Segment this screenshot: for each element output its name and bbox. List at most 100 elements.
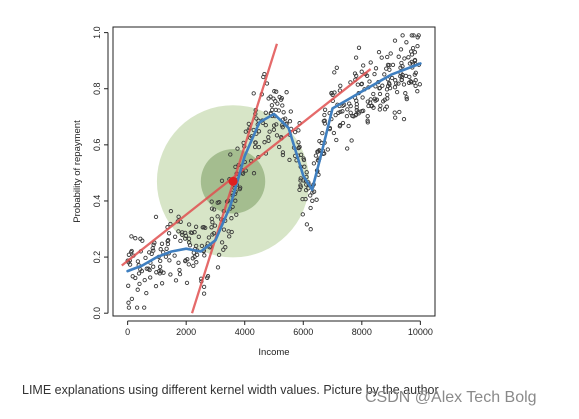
data-point	[143, 255, 148, 261]
data-point	[180, 232, 185, 237]
y-tick-label: 0.2	[92, 251, 102, 264]
x-tick-label: 0	[125, 327, 130, 337]
data-point	[233, 198, 238, 203]
data-point	[140, 238, 145, 243]
data-point	[346, 123, 351, 129]
data-point	[227, 234, 232, 239]
data-point	[167, 258, 172, 263]
data-point	[404, 95, 409, 100]
data-point	[338, 109, 343, 115]
data-point	[271, 127, 277, 132]
data-point	[404, 96, 409, 102]
data-point	[411, 33, 416, 38]
data-point	[138, 267, 143, 272]
data-point	[415, 43, 420, 49]
data-point	[376, 49, 382, 55]
data-point	[345, 107, 350, 112]
data-point	[311, 189, 317, 194]
data-point	[172, 253, 177, 258]
data-point	[300, 212, 305, 217]
data-point	[186, 236, 192, 241]
data-point	[377, 91, 383, 97]
data-point	[266, 135, 271, 140]
data-point	[148, 275, 153, 280]
data-point	[314, 197, 319, 202]
data-point	[365, 118, 370, 123]
data-point	[399, 77, 404, 83]
x-tick-label: 8000	[352, 327, 372, 337]
data-point	[396, 54, 401, 59]
data-point	[275, 101, 280, 106]
data-point	[281, 110, 286, 115]
data-point	[298, 183, 303, 188]
data-point	[256, 144, 262, 150]
data-point	[126, 305, 132, 310]
data-point	[372, 71, 377, 77]
data-point	[177, 267, 182, 273]
data-point	[417, 82, 422, 87]
data-point	[211, 207, 217, 212]
data-point	[142, 305, 147, 310]
data-point	[397, 109, 402, 115]
plot-area-frame	[112, 26, 436, 317]
data-point	[206, 235, 212, 240]
data-point	[365, 113, 370, 119]
data-point	[191, 263, 196, 269]
data-point	[403, 91, 408, 96]
data-point	[280, 103, 285, 108]
data-point	[371, 91, 376, 97]
data-point	[392, 38, 398, 43]
data-point	[315, 149, 320, 154]
data-point	[234, 212, 239, 217]
explanation-line-1	[121, 68, 372, 267]
data-point	[219, 240, 225, 245]
data-point	[389, 75, 395, 81]
data-point	[274, 89, 279, 94]
data-point	[216, 252, 222, 258]
data-point	[331, 130, 337, 136]
data-point	[340, 120, 346, 126]
data-point	[154, 270, 159, 275]
data-point	[166, 231, 172, 236]
data-point	[134, 305, 140, 310]
data-point	[136, 271, 142, 276]
data-point	[177, 271, 183, 277]
data-point	[321, 118, 326, 124]
data-point	[384, 87, 390, 92]
data-point	[159, 241, 165, 246]
data-point	[373, 66, 379, 71]
data-point	[348, 103, 353, 109]
x-axis-label: Income	[258, 347, 289, 358]
data-point	[366, 103, 371, 109]
data-point	[365, 120, 370, 125]
data-point	[416, 33, 421, 38]
data-point	[360, 95, 365, 100]
data-point	[404, 40, 409, 45]
data-point	[406, 55, 411, 60]
data-point	[144, 290, 149, 296]
data-point	[320, 130, 325, 136]
data-point	[392, 110, 397, 115]
data-point	[186, 222, 192, 227]
data-point	[367, 79, 372, 84]
data-point	[182, 236, 188, 241]
data-point	[338, 123, 343, 128]
y-tick-label: 0.0	[92, 307, 102, 320]
data-point	[372, 96, 377, 101]
data-point	[288, 109, 293, 114]
data-point	[361, 108, 366, 113]
data-point	[334, 137, 339, 143]
data-point	[322, 121, 328, 126]
data-point	[382, 72, 387, 77]
data-point	[153, 283, 159, 289]
y-axis-label: Probability of repayment	[72, 120, 83, 223]
data-point	[394, 89, 400, 95]
data-point	[403, 73, 409, 79]
data-point	[194, 252, 200, 258]
y-tick-label: 0.4	[92, 195, 102, 208]
data-point	[130, 274, 135, 279]
data-point	[304, 222, 310, 227]
data-point	[129, 234, 134, 239]
data-point	[215, 214, 220, 219]
data-point	[365, 99, 370, 104]
